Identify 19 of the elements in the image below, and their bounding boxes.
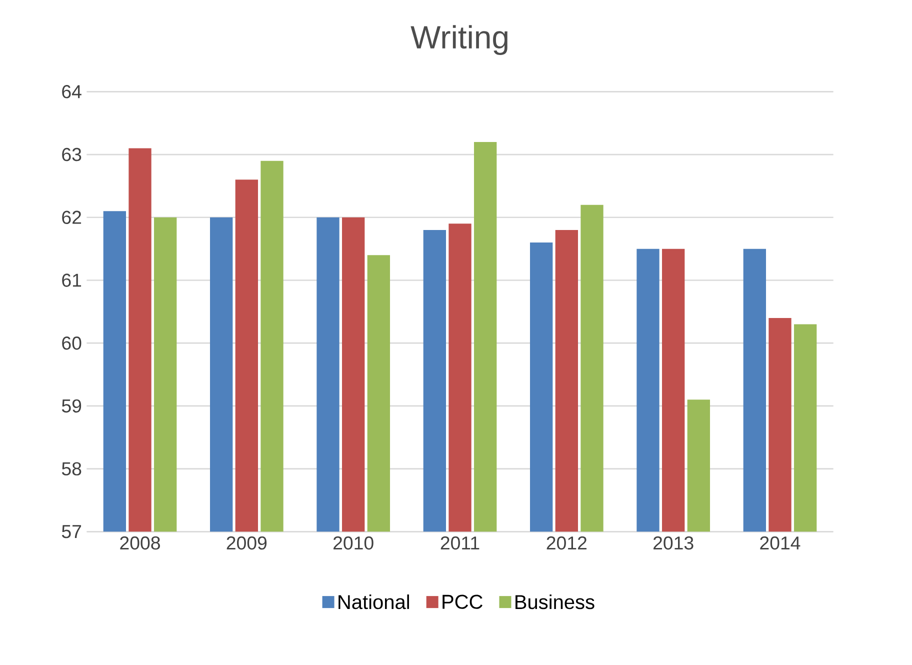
legend-label: Business [516,594,594,610]
y-tick-label: 64 [62,85,82,98]
x-tick-label: 2011 [440,536,480,550]
y-tick-label: 63 [62,148,82,162]
y-tick-label: 61 [62,274,82,287]
y-tick-label: 58 [62,462,82,476]
y-tick-label: 60 [62,336,82,350]
x-tick-label: 2009 [226,536,267,550]
legend-label: National [338,594,409,610]
legend-label: PCC [442,594,482,609]
y-tick-label: 59 [62,399,82,413]
x-tick-label: 2008 [120,536,160,550]
y-tick-label: 62 [62,210,82,224]
chart-title: Writing [410,25,508,55]
y-tick-label: 57 [62,525,82,538]
x-tick-label: 2012 [546,536,586,550]
x-tick-label: 2013 [654,536,694,550]
x-tick-label: 2014 [760,536,800,550]
x-tick-label: 2010 [334,536,374,550]
